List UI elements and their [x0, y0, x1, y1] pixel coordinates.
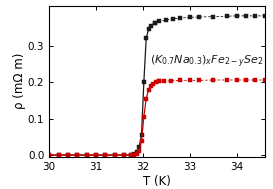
Y-axis label: ρ (mΩ m): ρ (mΩ m): [13, 53, 26, 109]
Text: $(K_{0.7}Na_{0.3})_xFe_{2-y}Se_2$: $(K_{0.7}Na_{0.3})_xFe_{2-y}Se_2$: [150, 54, 263, 70]
X-axis label: T (K): T (K): [143, 174, 171, 187]
